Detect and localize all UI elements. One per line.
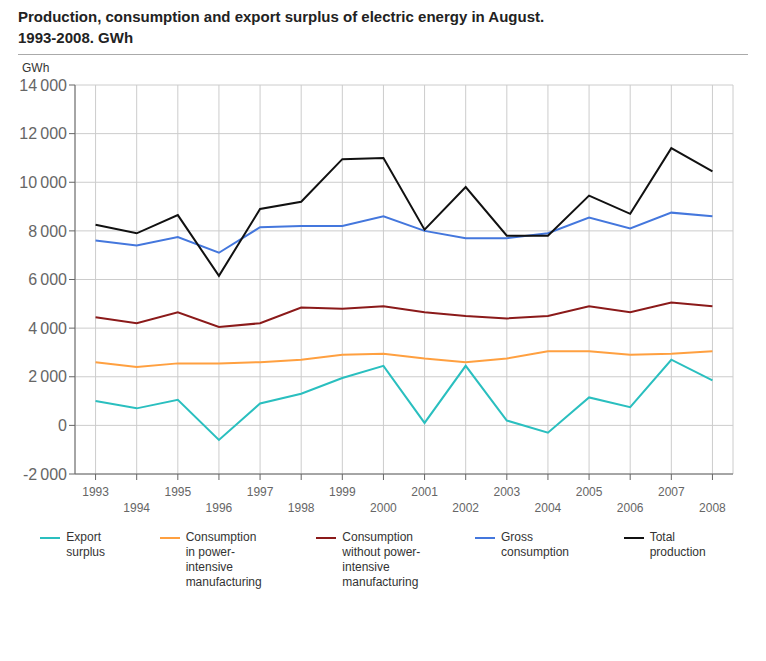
svg-text:2000: 2000 bbox=[370, 501, 397, 515]
svg-text:2 000: 2 000 bbox=[28, 368, 67, 385]
svg-text:1994: 1994 bbox=[123, 501, 150, 515]
html-text:Export surplus: Export surplus bbox=[66, 530, 105, 559]
svg-text:2007: 2007 bbox=[658, 485, 685, 499]
html-text:1993-2008. GWh: 1993-2008. GWh bbox=[18, 29, 134, 46]
html-text:Gross consumption: Gross consumption bbox=[501, 530, 569, 559]
html-text:Consumption in power- intensiv: Consumption in power- intensive manufact… bbox=[185, 530, 262, 589]
svg-text:2002: 2002 bbox=[452, 501, 479, 515]
svg-text:6 000: 6 000 bbox=[28, 271, 67, 288]
svg-text:1993: 1993 bbox=[82, 485, 109, 499]
svg-text:1997: 1997 bbox=[247, 485, 274, 499]
html-text:Total production: Total production bbox=[649, 530, 706, 559]
svg-text:14 000: 14 000 bbox=[19, 77, 67, 94]
svg-text:-2 000: -2 000 bbox=[23, 466, 67, 483]
svg-text:1999: 1999 bbox=[329, 485, 356, 499]
svg-text:1995: 1995 bbox=[164, 485, 191, 499]
svg-text:2003: 2003 bbox=[493, 485, 520, 499]
svg-text:1998: 1998 bbox=[288, 501, 315, 515]
svg-text:10 000: 10 000 bbox=[19, 174, 67, 191]
svg-text:4 000: 4 000 bbox=[28, 320, 67, 337]
svg-text:2001: 2001 bbox=[411, 485, 438, 499]
svg-text:2005: 2005 bbox=[576, 485, 603, 499]
svg-text:2004: 2004 bbox=[535, 501, 562, 515]
html-text:Consumption without power- int: Consumption without power- intensive man… bbox=[342, 530, 421, 589]
svg-text:8 000: 8 000 bbox=[28, 223, 67, 240]
svg-text:12 000: 12 000 bbox=[19, 125, 67, 142]
svg-text:0: 0 bbox=[58, 417, 67, 434]
svg-text:2008: 2008 bbox=[699, 501, 726, 515]
html-text:GWh: GWh bbox=[22, 61, 50, 75]
html-text:Production, consumption and ex: Production, consumption and export surpl… bbox=[18, 8, 545, 25]
svg-text:1996: 1996 bbox=[206, 501, 233, 515]
svg-text:2006: 2006 bbox=[617, 501, 644, 515]
